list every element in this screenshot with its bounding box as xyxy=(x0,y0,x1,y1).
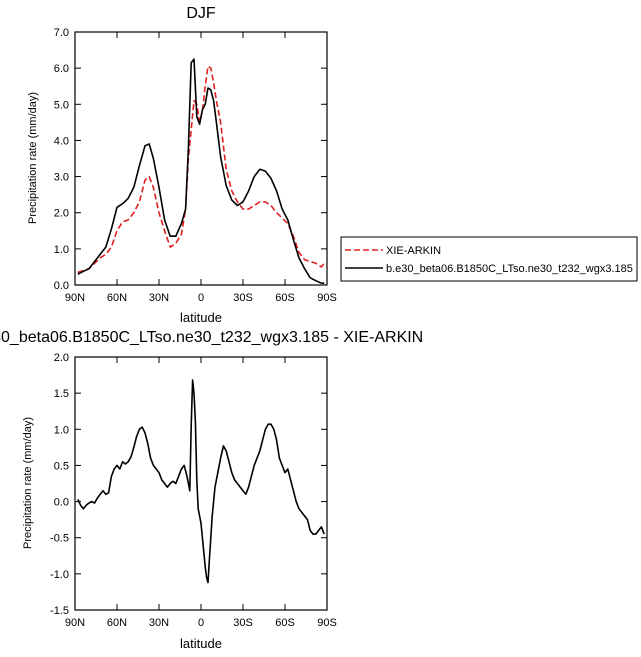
bottom-panel: .e30_beta06.B1850C_LTso.ne30_t232_wgx3.1… xyxy=(0,329,423,651)
bottom-y-tick-label: 1.5 xyxy=(54,388,69,400)
top-x-tick-label: 60S xyxy=(275,292,295,304)
top-y-tick-label: 0.0 xyxy=(54,280,69,292)
top-x-tick-label: 0 xyxy=(198,292,204,304)
bottom-x-tick-label: 30S xyxy=(233,617,253,629)
legend-label-model: b.e30_beta06.B1850C_LTso.ne30_t232_wgx3.… xyxy=(386,263,633,275)
top-y-tick-label: 6.0 xyxy=(54,63,69,75)
bottom-y-tick-label: 2.0 xyxy=(54,352,69,364)
top-series-line-1 xyxy=(77,58,325,285)
top-panel: DJF 90N 60N 30N 0 30S 60S 90S 0.0 1.0 2.0 3.0 4.0 5.… xyxy=(27,5,337,325)
top-y-tick-label: 3.0 xyxy=(54,172,69,184)
bottom-y-tick-label: -1.5 xyxy=(50,605,69,617)
bottom-x-tick-label: 60S xyxy=(275,617,295,629)
legend-label-xie-arkin: XIE-ARKIN xyxy=(386,245,441,257)
bottom-y-tick-label: 1.0 xyxy=(54,424,69,436)
legend-box xyxy=(340,236,638,282)
bottom-y-tick-label: -1.0 xyxy=(50,569,69,581)
bottom-x-axis-label: latitude xyxy=(180,636,222,651)
bottom-x-tick-label: 30N xyxy=(149,617,169,629)
top-y-tick-label: 5.0 xyxy=(54,99,69,111)
top-x-tick-label: 90N xyxy=(65,292,85,304)
bottom-x-tick-label: 0 xyxy=(198,617,204,629)
top-y-tick-label: 1.0 xyxy=(54,244,69,256)
top-x-tick-label: 30N xyxy=(149,292,169,304)
bottom-y-axis-label: Precipitation rate (mm/day) xyxy=(22,417,34,549)
top-chart-title: DJF xyxy=(186,5,216,22)
bottom-x-tick-label: 60N xyxy=(107,617,127,629)
top-plot-frame xyxy=(74,31,328,286)
bottom-y-tick-label: 0.0 xyxy=(54,497,69,509)
top-series-line-0 xyxy=(77,65,325,274)
top-y-tick-label: 7.0 xyxy=(54,27,69,39)
top-x-axis-label: latitude xyxy=(180,310,222,325)
top-y-tick-label: 4.0 xyxy=(54,135,69,147)
bottom-series-line-0 xyxy=(77,379,325,584)
top-x-tick-label: 30S xyxy=(233,292,253,304)
bottom-chart-title: .e30_beta06.B1850C_LTso.ne30_t232_wgx3.1… xyxy=(0,329,423,346)
bottom-x-tick-label: 90S xyxy=(317,617,337,629)
bottom-y-tick-label: 0.5 xyxy=(54,460,69,472)
top-x-tick-label: 90S xyxy=(317,292,337,304)
top-x-tick-label: 60N xyxy=(107,292,127,304)
legend: XIE-ARKIN b.e30_beta06.B1850C_LTso.ne30_… xyxy=(340,236,638,282)
bottom-y-tick-label: -0.5 xyxy=(50,533,69,545)
bottom-x-tick-label: 90N xyxy=(65,617,85,629)
top-y-axis-label: Precipitation rate (mm/day) xyxy=(27,92,39,224)
bottom-plot-frame xyxy=(74,356,328,611)
top-y-tick-label: 2.0 xyxy=(54,208,69,220)
